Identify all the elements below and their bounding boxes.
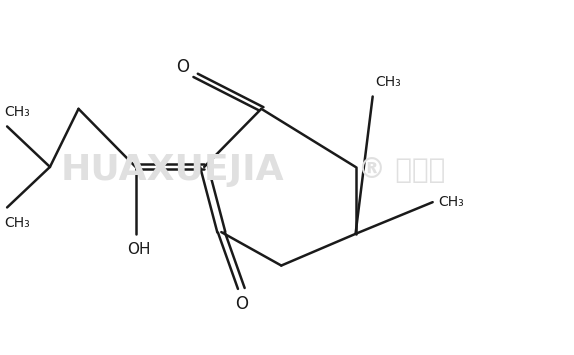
Text: O: O (235, 295, 248, 313)
Text: OH: OH (127, 242, 150, 257)
Text: ® 化学加: ® 化学加 (358, 157, 445, 185)
Text: HUAXUEJIA: HUAXUEJIA (61, 153, 285, 187)
Text: CH₃: CH₃ (439, 195, 464, 209)
Text: CH₃: CH₃ (375, 75, 401, 89)
Text: O: O (177, 58, 189, 76)
Text: CH₃: CH₃ (4, 105, 30, 119)
Text: CH₃: CH₃ (4, 216, 30, 230)
